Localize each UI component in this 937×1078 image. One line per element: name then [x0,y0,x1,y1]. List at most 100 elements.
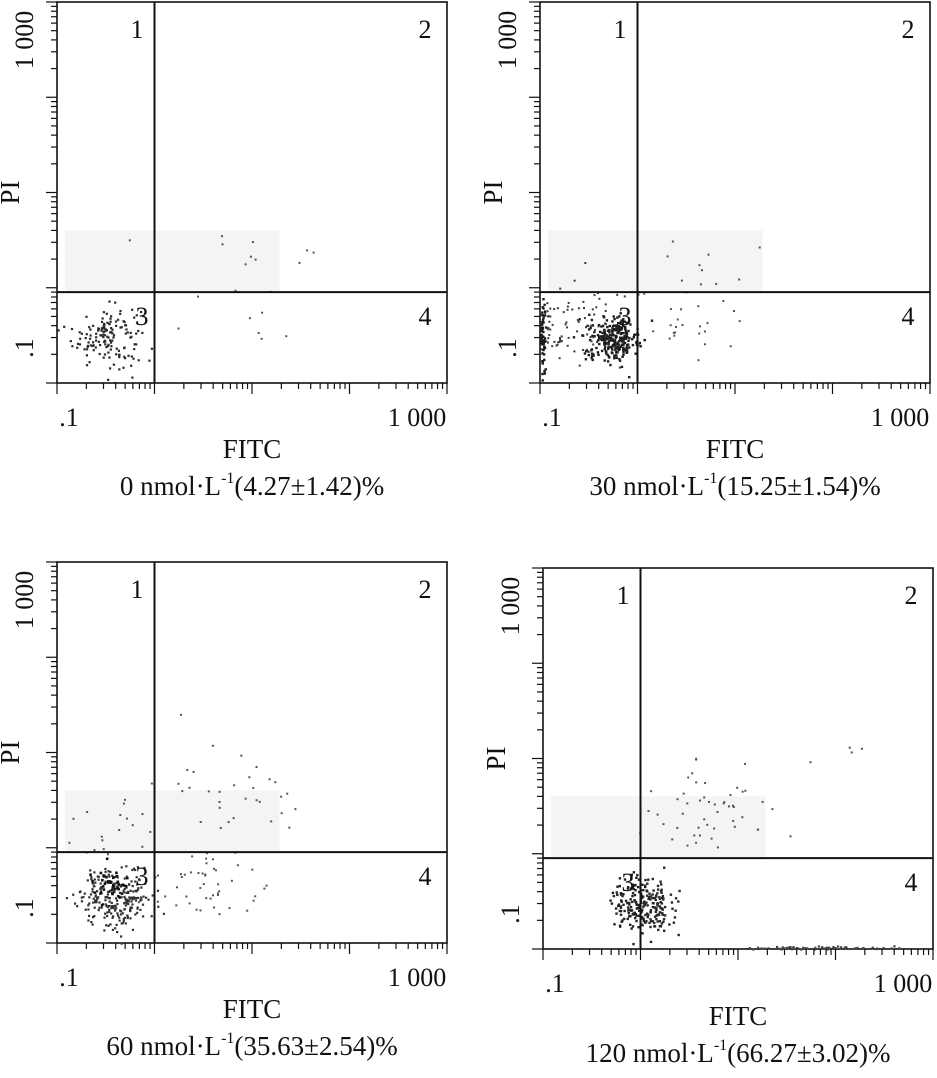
data-point [588,328,591,331]
data-point [121,921,124,925]
data-point [104,899,107,902]
data-point [542,307,545,310]
data-point [615,354,618,357]
data-point [559,287,562,290]
data-point [126,914,129,917]
data-point [149,830,152,833]
data-point [825,946,828,949]
quadrant-label-1: 1 [614,15,627,44]
data-point [109,331,112,334]
data-point [96,890,99,893]
data-point [131,885,134,888]
data-point [586,333,589,336]
quadrant-label-4: 4 [905,868,918,897]
data-point [752,948,755,951]
data-point [540,321,543,324]
data-point [611,324,615,328]
data-point [618,347,621,351]
data-point [731,804,734,807]
data-point [136,906,139,909]
data-point [649,898,652,901]
data-point [541,311,544,314]
data-point [671,838,674,841]
data-point [686,802,689,805]
data-point [221,243,224,246]
data-point [175,904,178,907]
data-point [260,337,263,340]
data-point [627,911,630,915]
data-point [704,330,706,333]
data-point [600,338,604,342]
data-point [607,343,610,346]
data-point [540,339,543,342]
data-point [707,253,710,256]
data-point [117,887,120,891]
data-point [540,348,543,351]
data-point [142,915,145,918]
data-point [656,813,659,816]
data-point [142,895,145,898]
data-point [821,947,825,950]
data-point [613,354,616,357]
data-point [112,890,116,894]
data-point [95,336,98,339]
data-point [129,896,132,899]
data-point [744,789,747,792]
data-point [123,346,126,349]
data-point [93,849,96,852]
data-point [89,344,92,347]
quadrant-label-3: 3 [136,302,149,331]
quadrant-label-2: 2 [419,575,432,604]
data-point [98,901,101,904]
data-point [132,896,135,899]
data-point [771,808,774,811]
data-point [544,312,547,315]
data-point [802,946,805,949]
data-point [88,914,91,917]
data-point [708,801,710,803]
data-point [119,913,123,916]
data-point [646,894,649,897]
data-point [72,893,75,896]
data-point [636,907,639,910]
data-point [101,878,104,882]
data-point [541,314,544,317]
data-point [642,920,645,923]
data-point [590,340,593,343]
data-point [111,874,114,877]
data-point [541,379,544,382]
data-point [758,246,761,249]
data-point [617,343,620,346]
data-point [104,329,107,332]
data-point [111,892,114,895]
data-point [625,332,628,336]
data-point [612,334,615,337]
data-point [559,337,561,339]
data-point [140,886,143,889]
data-point [106,914,109,918]
data-point [653,896,657,900]
data-point [631,892,635,895]
data-point [216,892,219,895]
data-point [629,323,632,326]
data-point [541,362,544,365]
data-point [108,356,111,359]
data-point [638,341,642,345]
data-point [84,908,87,911]
data-point [89,334,92,337]
data-point [650,319,654,322]
data-point [618,359,622,362]
data-point [604,342,608,345]
data-point [543,303,546,307]
data-point [638,909,641,912]
data-point [254,258,257,261]
data-point [141,331,144,334]
data-point [632,336,635,339]
data-point [551,323,554,326]
data-point [102,333,105,336]
data-point [123,908,126,911]
data-point [676,826,679,829]
data-point [125,328,128,331]
data-point [607,346,610,349]
data-point [96,897,99,900]
